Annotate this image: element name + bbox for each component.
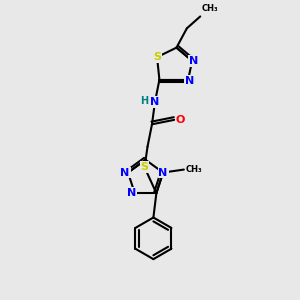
Text: O: O [176,115,185,125]
Text: N: N [158,167,168,178]
Text: N: N [127,188,136,198]
Text: CH₃: CH₃ [202,4,218,14]
Text: N: N [150,97,160,107]
Text: S: S [141,162,148,172]
Text: CH₃: CH₃ [185,165,202,174]
Text: H: H [140,95,148,106]
Text: N: N [120,167,130,178]
Text: S: S [153,52,161,62]
Text: N: N [185,76,194,86]
Text: N: N [189,56,198,66]
